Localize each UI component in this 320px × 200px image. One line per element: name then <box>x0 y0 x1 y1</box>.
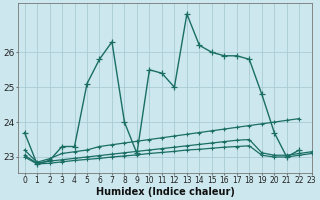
X-axis label: Humidex (Indice chaleur): Humidex (Indice chaleur) <box>96 187 235 197</box>
